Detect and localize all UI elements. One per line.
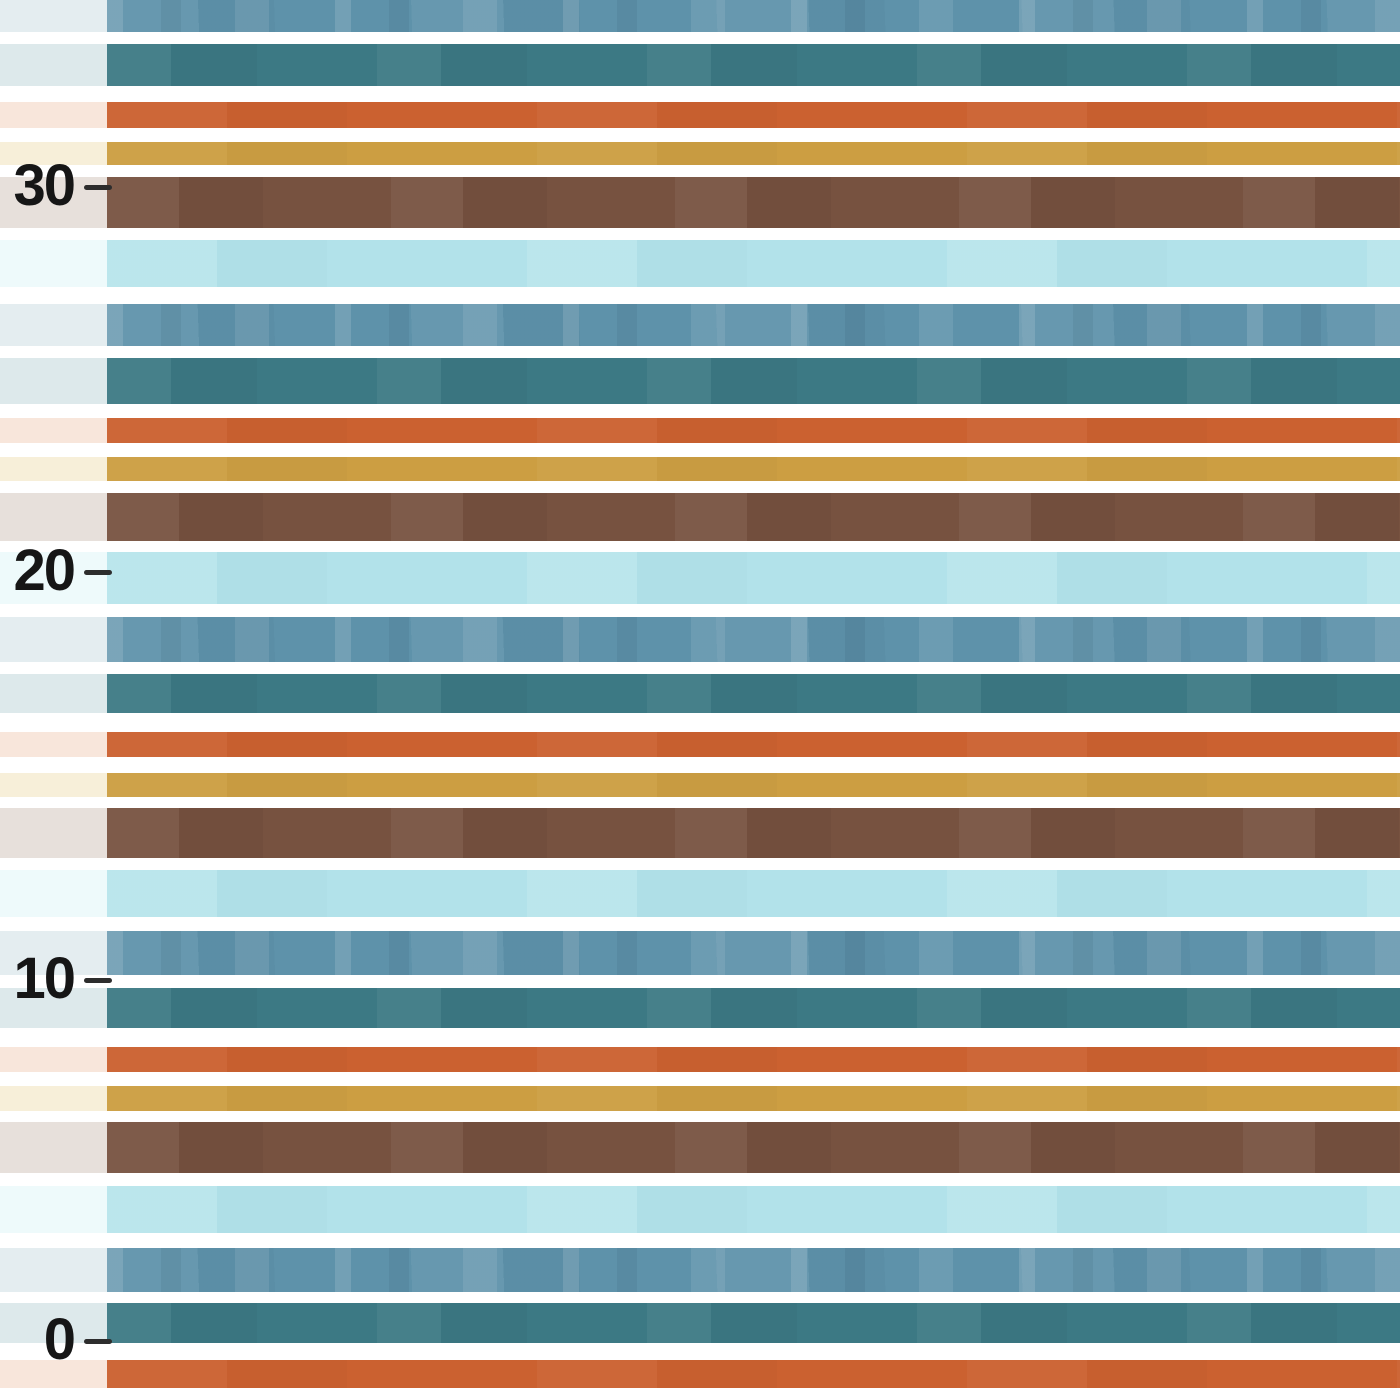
stripe-bar-steel-blue	[107, 931, 1400, 975]
stripe-bar-steel-blue	[107, 0, 1400, 32]
stripe-pale-segment-steel-blue	[0, 931, 107, 975]
stripe-pale-segment-brown	[0, 493, 107, 541]
stripe-pale-segment-brown	[0, 1122, 107, 1173]
y-tick-mark-0	[84, 1339, 112, 1344]
stripe-bar-orange	[107, 732, 1400, 757]
stripe-pale-segment-gold	[0, 773, 107, 797]
y-tick-label-30: 30	[13, 152, 76, 218]
stripe-pale-segment-teal	[0, 674, 107, 713]
stripe-pale-segment-brown	[0, 808, 107, 858]
stripe-pale-segment-teal	[0, 988, 107, 1028]
stripe-bar-light-cyan	[107, 870, 1400, 917]
stripe-bar-teal	[107, 44, 1400, 86]
stripe-bar-orange	[107, 1360, 1400, 1388]
stripe-pale-segment-orange	[0, 1360, 107, 1388]
stripe-bar-teal	[107, 988, 1400, 1028]
stripe-pale-segment-teal	[0, 1303, 107, 1343]
stripe-bar-teal	[107, 1303, 1400, 1343]
stripe-bar-steel-blue	[107, 617, 1400, 662]
stripe-pale-segment-light-cyan	[0, 552, 107, 604]
stripe-bar-brown	[107, 493, 1400, 541]
stripe-pale-segment-orange	[0, 102, 107, 128]
y-tick-label-20: 20	[13, 537, 76, 603]
stripe-bar-gold	[107, 142, 1400, 165]
stripe-pale-segment-steel-blue	[0, 0, 107, 32]
y-tick-mark-10	[84, 978, 112, 983]
y-tick-mark-20	[84, 570, 112, 575]
stripe-pale-segment-light-cyan	[0, 1186, 107, 1233]
stripe-pale-segment-light-cyan	[0, 870, 107, 917]
stripe-bar-brown	[107, 1122, 1400, 1173]
stripe-bar-orange	[107, 102, 1400, 128]
stripe-bar-orange	[107, 418, 1400, 443]
stripe-bar-light-cyan	[107, 240, 1400, 287]
stripe-pale-segment-teal	[0, 358, 107, 404]
y-tick-label-0: 0	[43, 1306, 76, 1372]
stripe-bar-brown	[107, 177, 1400, 228]
stripe-pale-segment-steel-blue	[0, 304, 107, 346]
y-tick-label-10: 10	[13, 945, 76, 1011]
stripe-pale-segment-light-cyan	[0, 240, 107, 287]
y-tick-mark-30	[84, 185, 112, 190]
stripe-pale-segment-teal	[0, 44, 107, 86]
stripe-bar-brown	[107, 808, 1400, 858]
stripe-pale-segment-orange	[0, 1047, 107, 1072]
stripe-bar-steel-blue	[107, 304, 1400, 346]
stripe-pale-segment-gold	[0, 457, 107, 481]
stripe-bar-gold	[107, 1086, 1400, 1111]
stripe-bar-light-cyan	[107, 1186, 1400, 1233]
stripe-bar-steel-blue	[107, 1248, 1400, 1292]
stripe-bar-gold	[107, 457, 1400, 481]
stripe-bar-teal	[107, 674, 1400, 713]
stripe-pale-segment-orange	[0, 732, 107, 757]
stripe-pale-segment-gold	[0, 1086, 107, 1111]
stripe-pale-segment-orange	[0, 418, 107, 443]
stripe-pale-segment-steel-blue	[0, 617, 107, 662]
stripe-bar-gold	[107, 773, 1400, 797]
stripe-pale-segment-gold	[0, 142, 107, 165]
stripe-bar-orange	[107, 1047, 1400, 1072]
stripe-pale-segment-steel-blue	[0, 1248, 107, 1292]
stripe-bar-teal	[107, 358, 1400, 404]
stripe-bar-light-cyan	[107, 552, 1400, 604]
